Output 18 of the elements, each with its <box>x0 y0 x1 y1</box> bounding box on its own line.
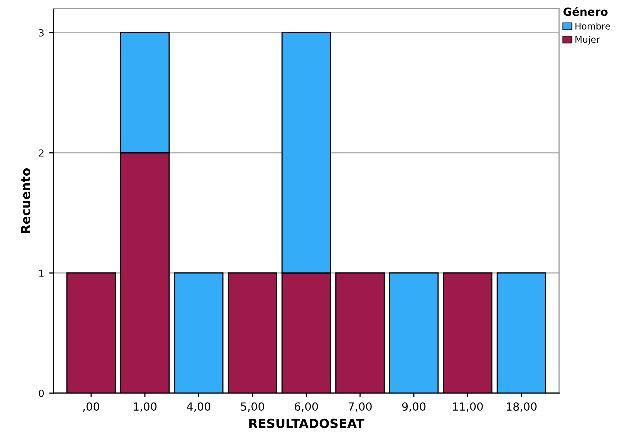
x-tick-label: ,00 <box>83 402 100 412</box>
x-tick-label: 18,00 <box>506 402 537 412</box>
x-tick-label: 9,00 <box>402 402 426 412</box>
legend-label: Hombre <box>576 22 610 30</box>
x-tick-label: 5,00 <box>241 402 264 412</box>
x-axis-title: RESULTADOSEAT <box>250 418 365 428</box>
x-tick-label: 11,00 <box>453 402 484 412</box>
x-tick-label: 7,00 <box>348 402 372 412</box>
legend-label: Mujer <box>576 36 600 45</box>
x-tick-label: 4,00 <box>187 402 211 412</box>
legend-title: Género <box>564 7 608 16</box>
y-tick-label: 2 <box>39 150 44 157</box>
x-tick-label: 6,00 <box>294 402 318 412</box>
y-tick-label: 1 <box>40 270 44 277</box>
y-tick-label: 0 <box>39 390 44 398</box>
y-tick-label: 3 <box>39 29 44 37</box>
x-tick-label: 1,00 <box>134 402 157 412</box>
y-axis-title: Recuento <box>21 168 31 234</box>
